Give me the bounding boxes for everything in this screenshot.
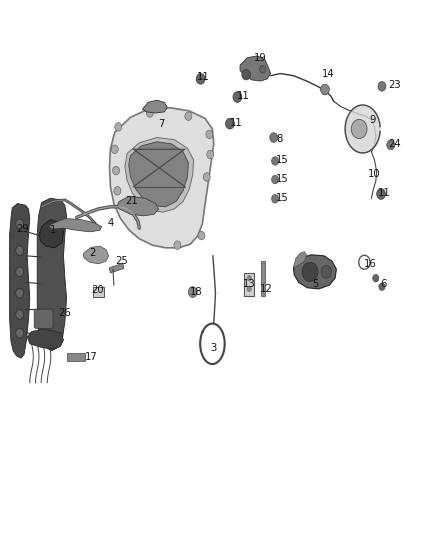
Text: 21: 21: [125, 197, 138, 206]
Bar: [244, 273, 254, 296]
Polygon shape: [49, 219, 102, 232]
Circle shape: [387, 140, 395, 150]
Circle shape: [272, 175, 279, 184]
Circle shape: [379, 283, 385, 290]
Circle shape: [16, 219, 24, 229]
Circle shape: [16, 267, 24, 277]
Polygon shape: [142, 100, 167, 113]
Text: 18: 18: [190, 287, 202, 297]
Circle shape: [247, 276, 251, 281]
Polygon shape: [110, 108, 214, 248]
Circle shape: [233, 92, 242, 102]
Circle shape: [174, 241, 181, 249]
Text: 5: 5: [312, 279, 318, 288]
Polygon shape: [117, 196, 159, 216]
Text: 24: 24: [388, 139, 400, 149]
Text: 23: 23: [388, 80, 400, 90]
Circle shape: [198, 231, 205, 240]
Text: 13: 13: [244, 279, 256, 288]
Polygon shape: [345, 105, 380, 153]
Text: 1: 1: [50, 225, 57, 235]
Circle shape: [270, 133, 278, 142]
Circle shape: [16, 288, 24, 298]
Polygon shape: [293, 255, 336, 289]
Circle shape: [188, 287, 197, 297]
Circle shape: [247, 286, 251, 292]
Text: 29: 29: [16, 224, 29, 234]
Circle shape: [226, 118, 234, 129]
Bar: [93, 287, 104, 297]
Polygon shape: [37, 198, 67, 351]
Text: 17: 17: [85, 352, 98, 362]
Text: 16: 16: [364, 259, 377, 269]
Circle shape: [16, 310, 24, 319]
Polygon shape: [10, 204, 30, 358]
Circle shape: [373, 274, 379, 282]
Polygon shape: [129, 142, 188, 207]
Circle shape: [113, 166, 120, 175]
Circle shape: [302, 262, 318, 281]
Text: 19: 19: [254, 53, 267, 62]
Circle shape: [114, 187, 121, 195]
Circle shape: [206, 130, 213, 139]
Polygon shape: [83, 246, 109, 264]
Circle shape: [16, 328, 24, 338]
Circle shape: [272, 195, 279, 203]
Text: 8: 8: [276, 134, 283, 143]
Circle shape: [185, 112, 192, 120]
Text: 15: 15: [276, 155, 289, 165]
Text: 9: 9: [369, 116, 375, 125]
Circle shape: [321, 84, 329, 95]
Text: 15: 15: [276, 174, 289, 183]
Bar: [109, 263, 124, 273]
Circle shape: [203, 173, 210, 181]
FancyBboxPatch shape: [34, 309, 53, 328]
Text: 15: 15: [276, 193, 289, 203]
Text: 14: 14: [322, 69, 335, 78]
Text: 10: 10: [368, 169, 381, 179]
Text: 6: 6: [380, 279, 386, 288]
Polygon shape: [293, 252, 307, 268]
Text: 4: 4: [107, 218, 113, 228]
Text: 25: 25: [115, 256, 128, 266]
Polygon shape: [240, 56, 271, 81]
Text: 12: 12: [260, 284, 273, 294]
Circle shape: [196, 74, 205, 84]
Circle shape: [377, 189, 385, 199]
Polygon shape: [125, 138, 194, 212]
Circle shape: [207, 150, 214, 159]
Circle shape: [115, 123, 122, 131]
Text: 11: 11: [197, 72, 210, 82]
Circle shape: [242, 69, 251, 80]
Text: 2: 2: [89, 248, 95, 258]
Circle shape: [146, 109, 153, 117]
Text: 7: 7: [158, 119, 164, 128]
Circle shape: [260, 66, 266, 73]
Text: 20: 20: [91, 286, 103, 295]
Text: 11: 11: [237, 91, 250, 101]
Bar: [261, 261, 265, 296]
Text: 26: 26: [58, 309, 71, 318]
Text: 11: 11: [230, 118, 243, 127]
Circle shape: [272, 157, 279, 165]
Polygon shape: [39, 220, 64, 248]
Circle shape: [321, 265, 332, 278]
Bar: [67, 353, 85, 361]
Text: 3: 3: [211, 343, 217, 352]
Circle shape: [378, 82, 386, 91]
Text: 11: 11: [378, 188, 391, 198]
Polygon shape: [27, 329, 64, 349]
Circle shape: [16, 246, 24, 255]
Circle shape: [111, 145, 118, 154]
Circle shape: [351, 119, 367, 139]
